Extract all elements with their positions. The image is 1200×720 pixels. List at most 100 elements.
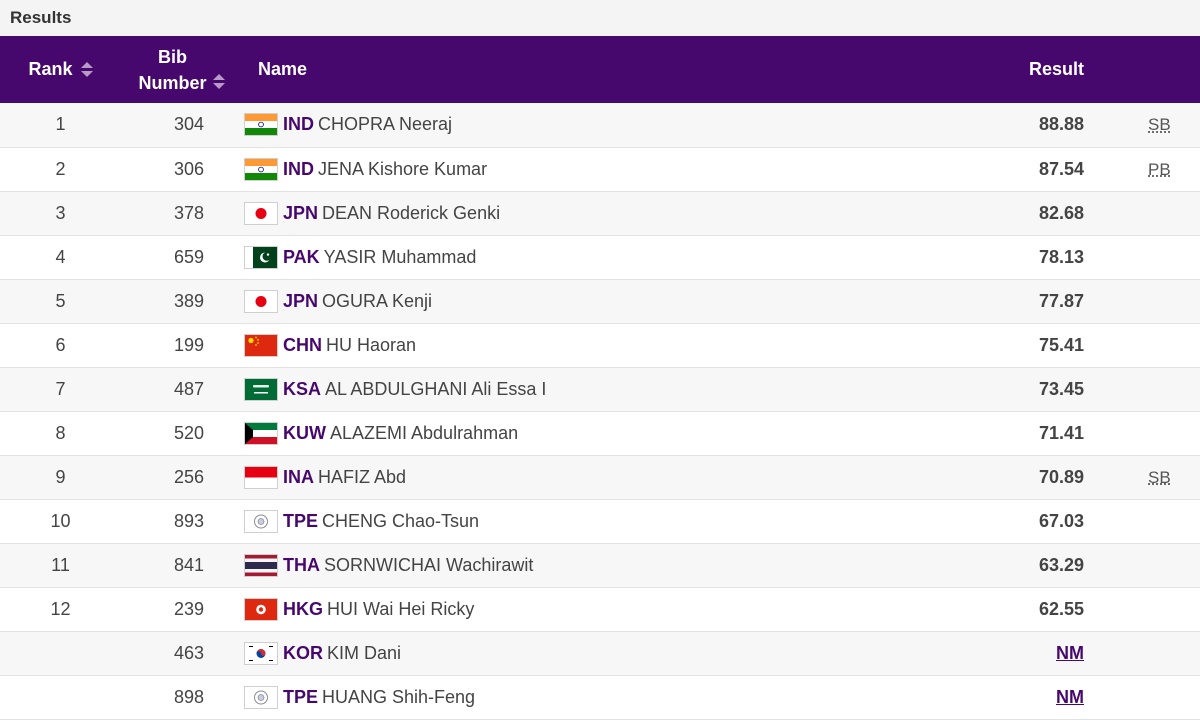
bib-cell: 659 [121, 235, 242, 280]
result-cell: 70.89 [969, 455, 1089, 500]
table-row: 10 893 TPE CHENG Chao-Tsun 67.03 [0, 499, 1200, 544]
result-cell: 87.54 [969, 147, 1089, 192]
results-table: Rank Bib Number Name Result [0, 36, 1200, 720]
name-cell: TPE HUANG Shih-Feng [242, 675, 969, 720]
no-mark-link[interactable]: NM [1056, 686, 1084, 707]
chinese-taipei-flag-icon [244, 685, 278, 709]
country-code: HKG [283, 598, 323, 619]
bib-cell: 898 [121, 675, 242, 720]
no-mark-link[interactable]: NM [1056, 642, 1084, 663]
bib-value: 893 [173, 510, 204, 531]
result-cell: 73.45 [969, 367, 1089, 412]
bib-cell: 239 [121, 587, 242, 632]
result-value: 78.13 [1038, 246, 1084, 267]
record-note[interactable]: SB [1148, 467, 1171, 487]
table-row: 463 KOR KIM Dani NM [0, 631, 1200, 676]
country-code: TPE [283, 686, 319, 707]
rank-value: 11 [51, 554, 70, 575]
name-cell: JPN OGURA Kenji [242, 279, 969, 324]
name-cell: PAK YASIR Muhammad [242, 235, 969, 280]
athlete-name-link[interactable]: KIM Dani [327, 642, 402, 663]
name-cell: IND CHOPRA Neeraj [242, 103, 969, 148]
bib-cell: 463 [121, 631, 242, 676]
table-row: 5 389 JPN OGURA Kenji 77.87 [0, 279, 1200, 324]
bib-cell: 199 [121, 323, 242, 368]
bib-cell: 256 [121, 455, 242, 500]
athlete-name-link[interactable]: CHENG Chao-Tsun [322, 510, 480, 531]
name-cell: HKG HUI Wai Hei Ricky [242, 587, 969, 632]
sort-icon[interactable] [212, 73, 225, 89]
note-cell [1089, 499, 1200, 544]
bib-header-line2: Number [138, 72, 207, 93]
results-heading: Results [0, 0, 1200, 36]
athlete-name-link[interactable]: HUI Wai Hei Ricky [327, 598, 475, 619]
thailand-flag-icon [244, 553, 278, 577]
results-title: Results [10, 8, 72, 27]
bib-value: 304 [173, 114, 204, 135]
rank-column-header[interactable]: Rank [0, 36, 121, 103]
result-cell: 77.87 [969, 279, 1089, 324]
results-body: 1 304 IND CHOPRA Neeraj 88.88 SB 2 306 IND JENA K… [0, 103, 1200, 720]
athlete-name-link[interactable]: AL ABDULGHANI Ali Essa I [325, 378, 547, 399]
athlete-name-link[interactable]: OGURA Kenji [322, 290, 433, 311]
note-cell: SB [1089, 455, 1200, 500]
athlete-name-link[interactable]: CHOPRA Neeraj [318, 114, 453, 135]
bib-value: 389 [173, 290, 204, 311]
result-cell: 82.68 [969, 191, 1089, 236]
table-header-row: Rank Bib Number Name Result [0, 36, 1200, 103]
sort-icon[interactable] [80, 62, 93, 77]
country-code: KSA [283, 378, 322, 399]
table-row: 9 256 INA HAFIZ Abd 70.89 SB [0, 455, 1200, 500]
name-cell: INA HAFIZ Abd [242, 455, 969, 500]
rank-cell: 1 [0, 103, 121, 148]
note-cell [1089, 587, 1200, 632]
athlete-name-link[interactable]: HUANG Shih-Feng [322, 686, 476, 707]
note-cell [1089, 675, 1200, 720]
note-cell [1089, 367, 1200, 412]
notes-column-header [1089, 36, 1200, 103]
kuwait-flag-icon [244, 421, 278, 445]
bib-number-column-header[interactable]: Bib Number [121, 36, 242, 103]
table-row: 12 239 HKG HUI Wai Hei Ricky 62.55 [0, 587, 1200, 632]
bib-cell: 893 [121, 499, 242, 544]
rank-cell: 7 [0, 367, 121, 412]
note-cell [1089, 191, 1200, 236]
rank-cell: 9 [0, 455, 121, 500]
name-cell: KOR KIM Dani [242, 631, 969, 676]
table-row: 8 520 KUW ALAZEMI Abdulrahman 71.41 [0, 411, 1200, 456]
bib-cell: 520 [121, 411, 242, 456]
result-value: 75.41 [1038, 334, 1084, 355]
record-note[interactable]: SB [1148, 115, 1171, 135]
record-note[interactable]: PB [1148, 159, 1171, 179]
table-row: 11 841 THA SORNWICHAI Wachirawit 63.29 [0, 543, 1200, 588]
bib-value: 463 [173, 642, 204, 663]
name-column-header: Name [242, 36, 969, 103]
bib-value: 898 [173, 686, 204, 707]
athlete-name-link[interactable]: ALAZEMI Abdulrahman [330, 422, 519, 443]
athlete-name-link[interactable]: DEAN Roderick Genki [322, 202, 501, 223]
bib-value: 487 [173, 378, 204, 399]
bib-cell: 487 [121, 367, 242, 412]
country-code: TPE [283, 510, 319, 531]
table-row: 7 487 KSA AL ABDULGHANI Ali Essa I 73.45 [0, 367, 1200, 412]
table-row: 6 199 CHN HU Haoran 75.41 [0, 323, 1200, 368]
athlete-name-link[interactable]: YASIR Muhammad [323, 246, 477, 267]
name-cell: JPN DEAN Roderick Genki [242, 191, 969, 236]
country-code: CHN [283, 334, 322, 355]
rank-value: 7 [55, 378, 66, 399]
bib-value: 256 [173, 466, 204, 487]
result-value: 67.03 [1038, 510, 1084, 531]
athlete-name-link[interactable]: SORNWICHAI Wachirawit [324, 554, 534, 575]
country-code: PAK [283, 246, 320, 267]
athlete-name-link[interactable]: HAFIZ Abd [318, 466, 407, 487]
bib-value: 659 [173, 246, 204, 267]
athlete-name-link[interactable]: HU Haoran [326, 334, 417, 355]
athlete-name-link[interactable]: JENA Kishore Kumar [318, 158, 488, 179]
rank-value: 6 [55, 334, 66, 355]
note-cell [1089, 279, 1200, 324]
country-code: IND [283, 158, 314, 179]
rank-value: 8 [55, 422, 66, 443]
result-value: 70.89 [1038, 466, 1084, 487]
result-cell: 63.29 [969, 543, 1089, 588]
name-header-label: Name [258, 59, 308, 79]
